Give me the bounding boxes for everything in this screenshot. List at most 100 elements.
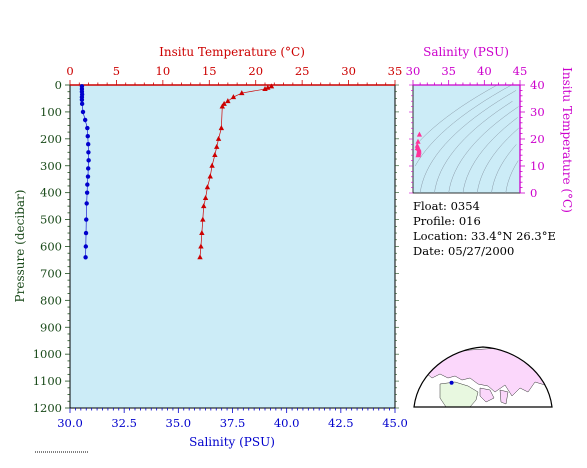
density-contour — [416, 84, 498, 145]
ts-data-point — [415, 138, 421, 144]
temperature-data-point — [209, 162, 215, 168]
salinity-tick-label: 32.5 — [111, 416, 137, 430]
pressure-tick-label: 900 — [40, 320, 62, 334]
profile-series — [79, 83, 275, 260]
temperature-data-point — [225, 98, 231, 104]
temperature-data-point — [215, 135, 222, 141]
temperature-data-point — [207, 173, 213, 179]
temperature-tick-label: 20 — [248, 64, 263, 78]
salinity-data-point — [83, 230, 89, 236]
float-info: Float: 0354 Profile: 016 Location: 33.4°… — [413, 199, 556, 258]
density-contour — [491, 144, 517, 194]
temperature-tick-label: 35 — [388, 64, 403, 78]
salinity-axis-title: Salinity (PSU) — [189, 435, 275, 449]
profile-panel: 0 5 10 15 20 25 30 35 30.0 32.5 35.0 37.5 40.0 42.5 4… — [13, 45, 408, 449]
location-text: Location: 33.4°N 26.3°E — [413, 229, 556, 243]
salinity-tick-label: 35.0 — [166, 416, 192, 430]
temperature-axis-ticks: 0 5 10 15 20 25 30 35 — [66, 64, 402, 85]
temperature-data-point — [212, 151, 218, 157]
salinity-data-point — [85, 125, 90, 131]
ts-temperature-axis-title: Insitu Temperature (°C) — [560, 67, 574, 213]
date-text: Date: 05/27/2000 — [413, 244, 514, 258]
salinity-data-point — [85, 133, 90, 139]
salinity-tick-label: 42.5 — [328, 416, 354, 430]
temperature-tick-label: 0 — [66, 64, 73, 78]
pressure-tick-label: 700 — [40, 266, 62, 280]
pressure-tick-label: 500 — [40, 213, 62, 227]
temperature-data-point — [204, 184, 211, 190]
temperature-data-point — [230, 94, 237, 100]
density-contour — [448, 106, 519, 194]
density-contour — [476, 128, 519, 194]
float-location-dot — [449, 380, 454, 385]
pressure-axis-title: Pressure (decibar) — [13, 190, 27, 303]
temperature-data-point — [262, 86, 268, 92]
temperature-data-point — [200, 216, 206, 222]
temperature-data-point — [214, 143, 220, 149]
pressure-tick-label: 1200 — [33, 401, 62, 415]
density-contour — [419, 90, 517, 194]
salinity-tick-label: 45.0 — [382, 416, 408, 430]
salinity-axis-ticks: 30.0 32.5 35.0 37.5 40.0 42.5 45.0 — [57, 408, 408, 430]
temperature-data-point — [218, 125, 225, 131]
ts-salinity-axis-title: Salinity (PSU) — [423, 45, 509, 59]
density-contours — [414, 84, 519, 194]
ts-data-point — [416, 131, 423, 137]
ts-salinity-tick-label: 30 — [406, 64, 421, 78]
salinity-tick-label: 30.0 — [57, 416, 83, 430]
ts-temperature-tick-label: 10 — [530, 159, 545, 173]
salinity-data-point — [79, 97, 85, 103]
ts-plot-area — [412, 84, 521, 194]
salinity-data-point — [83, 255, 88, 260]
salinity-data-point — [84, 217, 89, 222]
salinity-data-point — [86, 166, 91, 171]
ts-series — [414, 131, 423, 158]
salinity-data-point — [83, 244, 89, 249]
temperature-data-point — [239, 90, 245, 96]
temperature-data-point — [201, 203, 207, 209]
temperature-data-point — [197, 254, 203, 260]
ts-salinity-tick-label: 40 — [477, 64, 492, 78]
salinity-tick-label: 40.0 — [274, 416, 300, 430]
temperature-data-point — [202, 195, 209, 201]
temperature-axis-title: Insitu Temperature (°C) — [159, 45, 305, 59]
ts-temperature-tick-label: 30 — [530, 105, 545, 119]
profile-plot-area — [69, 84, 396, 409]
location-map — [413, 346, 553, 408]
pressure-tick-label: 800 — [40, 293, 62, 307]
temperature-tick-label: 5 — [113, 64, 120, 78]
pressure-tick-label: 1000 — [33, 347, 62, 361]
salinity-tick-label: 37.5 — [220, 416, 246, 430]
ts-temperature-tick-label: 0 — [530, 186, 537, 200]
temperature-data-point — [268, 83, 275, 89]
density-contour — [434, 100, 513, 194]
ts-salinity-tick-label: 35 — [441, 64, 456, 78]
float-id-text: Float: 0354 — [413, 199, 480, 213]
ts-temperature-tick-label: 20 — [530, 132, 545, 146]
pressure-axis-ticks: 0 100 200 300 400 500 600 700 800 900 1000 1100 1200 — [33, 78, 399, 415]
temperature-data-point — [219, 103, 225, 109]
map-outline — [413, 346, 553, 408]
pressure-tick-label: 300 — [40, 159, 62, 173]
temperature-data-point — [265, 84, 271, 90]
temperature-tick-label: 25 — [295, 64, 310, 78]
pressure-tick-label: 400 — [40, 186, 62, 200]
salinity-data-point — [86, 150, 91, 155]
density-contour — [414, 84, 512, 167]
salinity-data-point — [85, 174, 91, 179]
density-contour — [462, 117, 518, 194]
temperature-data-point — [198, 243, 204, 249]
salinity-data-point — [79, 101, 85, 107]
ts-salinity-tick-label: 45 — [513, 64, 528, 78]
density-contour — [505, 160, 519, 194]
pressure-tick-label: 0 — [55, 78, 62, 92]
pressure-tick-label: 200 — [40, 132, 62, 146]
temperature-tick-label: 10 — [156, 64, 171, 78]
temperature-data-point — [199, 230, 205, 236]
salinity-data-point — [84, 190, 90, 195]
pressure-tick-label: 1100 — [33, 374, 62, 388]
salinity-data-point — [84, 201, 89, 206]
